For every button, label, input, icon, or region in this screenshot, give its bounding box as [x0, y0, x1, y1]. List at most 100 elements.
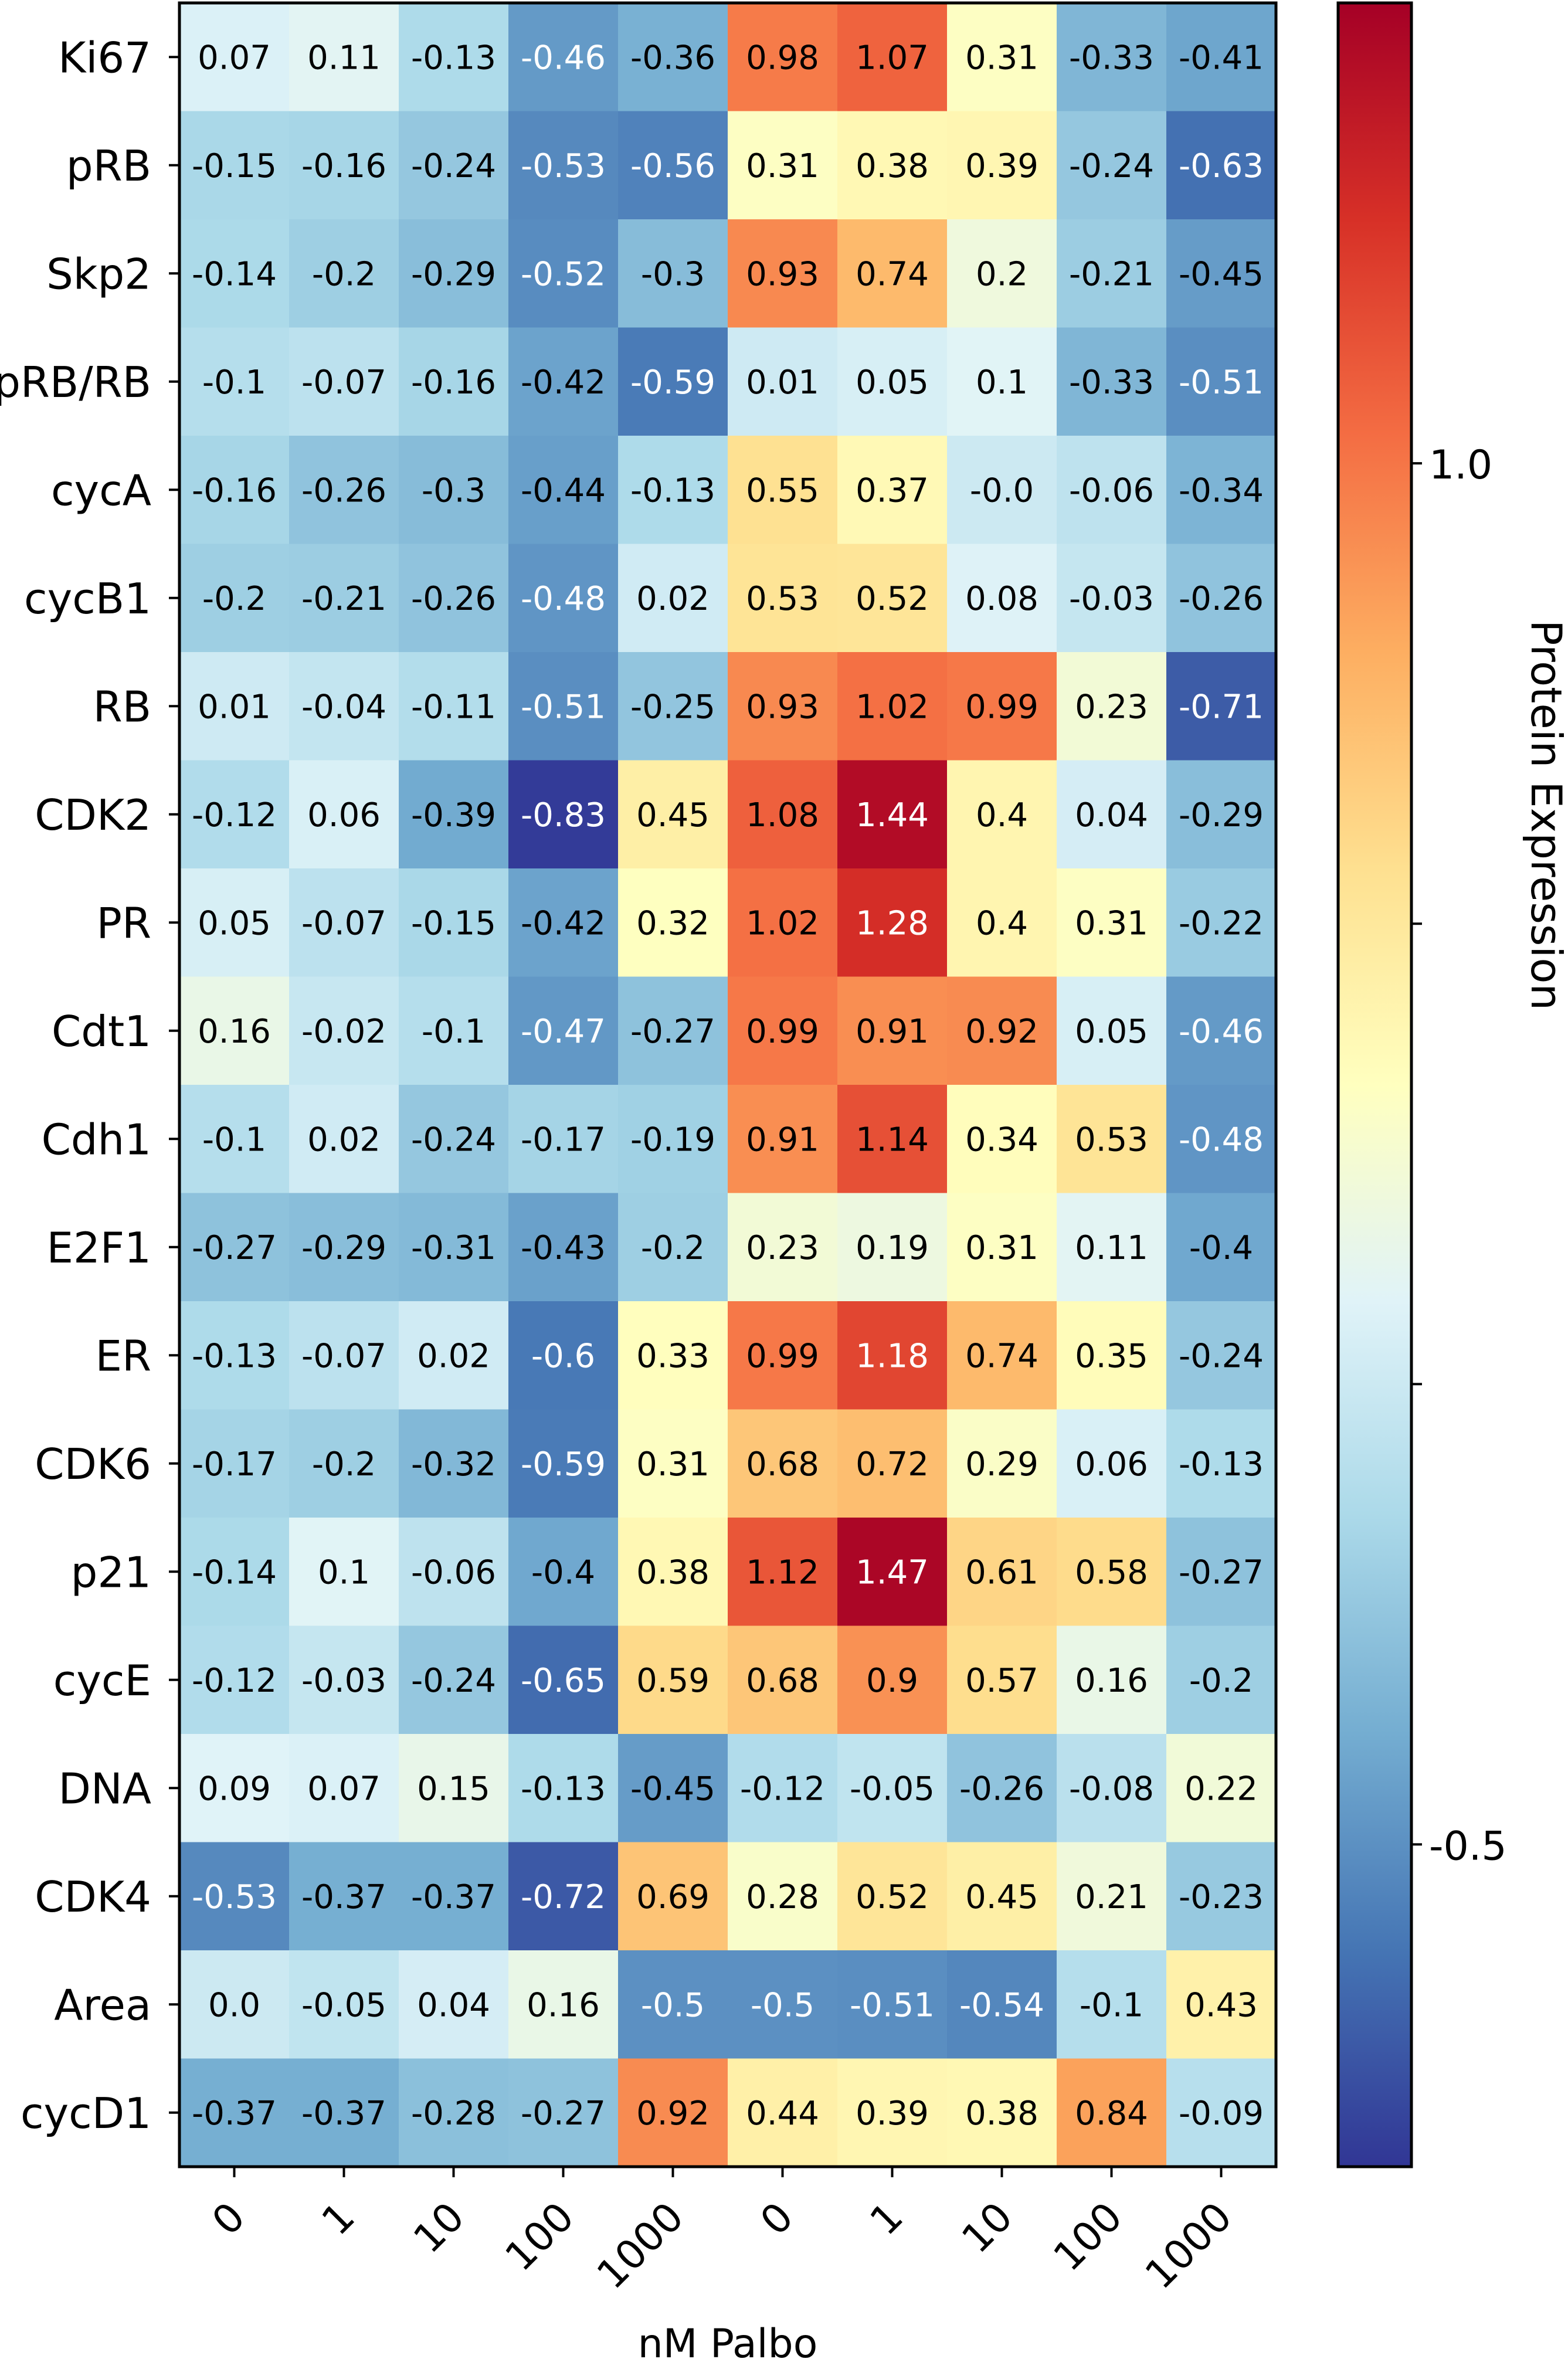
cell-value-label: -0.15	[192, 147, 277, 185]
cell-value-label: 1.02	[856, 688, 929, 726]
cell-value-label: 0.59	[636, 1662, 710, 1700]
cell-value-label: 0.9	[866, 1662, 918, 1700]
heatmap-cell	[837, 3, 948, 112]
cell-value-label: -0.03	[301, 1662, 386, 1700]
cell-value-label: 0.4	[976, 796, 1028, 834]
cell-value-label: -0.2	[202, 580, 266, 618]
cell-value-label: 0.99	[746, 1337, 819, 1375]
cell-value-label: 0.23	[746, 1229, 819, 1267]
heatmap-cell	[1166, 868, 1277, 978]
cell-value-label: 0.31	[746, 147, 819, 185]
heatmap-cell	[1057, 1734, 1167, 1843]
heatmap-cell	[1057, 1085, 1167, 1194]
cell-value-label: -0.37	[411, 1878, 496, 1916]
heatmap-cell	[179, 1950, 290, 2059]
heatmap-cell	[837, 219, 948, 328]
cell-value-label: -0.13	[192, 1337, 277, 1375]
column-label: 1	[313, 2194, 364, 2244]
cell-value-label: -0.34	[1179, 471, 1264, 510]
heatmap-cell	[1057, 2058, 1167, 2167]
heatmap-cell	[1057, 868, 1167, 978]
cell-value-label: 0.16	[1075, 1662, 1148, 1700]
heatmap-cell	[618, 1734, 728, 1843]
heatmap-cell	[1057, 1409, 1167, 1518]
cell-value-label: -0.13	[521, 1770, 606, 1808]
cell-value-label: 0.38	[636, 1553, 710, 1591]
cell-value-label: 0.16	[198, 1013, 271, 1051]
heatmap-cell	[837, 760, 948, 869]
cell-value-label: -0.13	[1179, 1445, 1264, 1484]
heatmap-cell	[728, 1085, 838, 1194]
cell-value-label: 1.07	[856, 39, 929, 77]
heatmap-cell	[508, 327, 619, 436]
heatmap-cell	[289, 868, 399, 978]
cell-value-label: -0.27	[521, 2095, 606, 2133]
heatmap-cell	[508, 868, 619, 978]
cell-value-label: 0.22	[1185, 1770, 1258, 1808]
heatmap-cell	[947, 1842, 1057, 1951]
cell-value-label: -0.24	[411, 147, 496, 185]
heatmap-cell	[399, 976, 509, 1085]
cell-value-label: -0.1	[1080, 1986, 1143, 2024]
heatmap-cell	[289, 219, 399, 328]
cell-value-label: -0.1	[422, 1013, 486, 1051]
heatmap-cell	[399, 1518, 509, 1627]
x-axis-title: nM Palbo	[638, 2321, 818, 2367]
column-label: 1000	[588, 2194, 693, 2298]
heatmap-cell	[508, 544, 619, 653]
heatmap-cell	[947, 1734, 1057, 1843]
heatmap-cell	[508, 1193, 619, 1302]
cell-value-label: -0.43	[521, 1229, 606, 1267]
cell-value-label: 0.02	[417, 1337, 490, 1375]
cell-value-label: 1.44	[856, 796, 929, 834]
heatmap-cell	[947, 111, 1057, 220]
heatmap-cell	[289, 760, 399, 869]
heatmap-cell	[947, 3, 1057, 112]
heatmap-cell	[837, 1193, 948, 1302]
cell-value-label: -0.36	[630, 39, 715, 77]
cell-value-label: -0.42	[521, 904, 606, 942]
cell-value-label: 1.02	[746, 904, 819, 942]
cell-value-label: -0.41	[1179, 39, 1264, 77]
cell-value-label: -0.16	[411, 364, 496, 402]
cell-value-label: 0.68	[746, 1662, 819, 1700]
heatmap-cell	[618, 219, 728, 328]
cell-value-label: 1.18	[856, 1337, 929, 1375]
cell-value-label: -0.29	[301, 1229, 386, 1267]
heatmap-cell	[289, 1409, 399, 1518]
plot-frame	[178, 1, 1278, 2168]
cell-value-label: -0.12	[192, 796, 277, 834]
cell-value-label: -0.28	[411, 2095, 496, 2133]
cell-value-label: -0.07	[301, 1337, 386, 1375]
heatmap-cell	[399, 327, 509, 436]
heatmap-cell	[399, 111, 509, 220]
cell-value-label: -0.33	[1069, 39, 1154, 77]
heatmap-cell	[399, 868, 509, 978]
cell-value-label: 0.52	[856, 580, 929, 618]
cell-value-label: -0.3	[422, 471, 486, 510]
heatmap-cell	[618, 327, 728, 436]
heatmap-cell	[508, 3, 619, 112]
cell-value-label: -0.21	[301, 580, 386, 618]
heatmap-cell	[399, 1734, 509, 1843]
cell-value-label: 1.28	[856, 904, 929, 942]
cell-value-label: -0.48	[521, 580, 606, 618]
cell-value-label: -0.27	[1179, 1553, 1264, 1591]
heatmap-cell	[399, 1409, 509, 1518]
cell-value-label: -0.1	[202, 1121, 266, 1159]
cell-value-label: 0.39	[856, 2095, 929, 2133]
heatmap-cell	[947, 868, 1057, 978]
heatmap-cell	[837, 544, 948, 653]
cell-value-label: -0.24	[411, 1662, 496, 1700]
heatmap-cell	[179, 3, 290, 112]
heatmap-cell	[618, 1193, 728, 1302]
heatmap-cell	[1166, 219, 1277, 328]
heatmap-cell	[1057, 327, 1167, 436]
colorbar-tick-label: -0.5	[1429, 1823, 1507, 1869]
cell-value-label: 0.23	[1075, 688, 1148, 726]
heatmap-cell	[1057, 1518, 1167, 1627]
cell-value-label: 0.31	[1075, 904, 1148, 942]
heatmap-cell	[1166, 760, 1277, 869]
heatmap-cell	[618, 868, 728, 978]
cell-value-label: -0.71	[1179, 688, 1264, 726]
